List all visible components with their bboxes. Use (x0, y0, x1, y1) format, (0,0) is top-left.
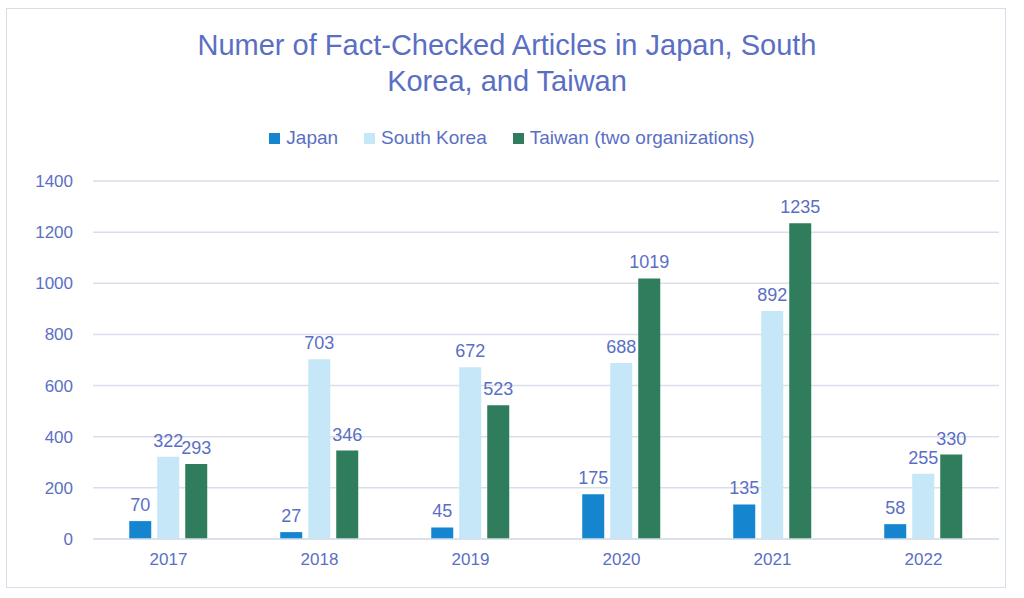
svg-text:523: 523 (483, 379, 513, 399)
svg-text:2018: 2018 (301, 550, 339, 569)
svg-text:1400: 1400 (35, 172, 73, 191)
svg-text:2020: 2020 (603, 550, 641, 569)
svg-text:1235: 1235 (780, 197, 820, 217)
svg-text:1019: 1019 (629, 252, 669, 272)
svg-text:600: 600 (45, 377, 73, 396)
html-text:Numer of Fact-Checked Articles: Numer of Fact-Checked Articles in Japan,… (197, 29, 817, 97)
svg-text:135: 135 (729, 478, 759, 498)
svg-text:322: 322 (153, 431, 183, 451)
svg-text:58: 58 (885, 498, 905, 518)
svg-text:1000: 1000 (35, 274, 73, 293)
svg-text:892: 892 (757, 285, 787, 305)
svg-text:200: 200 (45, 479, 73, 498)
svg-text:2021: 2021 (754, 550, 792, 569)
svg-text:45: 45 (432, 501, 452, 521)
svg-text:672: 672 (455, 341, 485, 361)
html-text:South Korea: South Korea (381, 127, 487, 148)
svg-text:2017: 2017 (150, 550, 188, 569)
svg-text:70: 70 (130, 495, 150, 515)
svg-text:330: 330 (936, 429, 966, 449)
svg-text:175: 175 (578, 468, 608, 488)
svg-text:688: 688 (606, 337, 636, 357)
svg-text:27: 27 (281, 506, 301, 526)
svg-text:1200: 1200 (35, 223, 73, 242)
svg-text:703: 703 (304, 333, 334, 353)
svg-text:346: 346 (332, 425, 362, 445)
svg-text:293: 293 (181, 438, 211, 458)
html-text:Japan: Japan (286, 127, 339, 148)
svg-text:0: 0 (64, 530, 73, 549)
html-text:Taiwan (two organizations): Taiwan (two organizations) (529, 127, 755, 148)
svg-text:2022: 2022 (905, 550, 943, 569)
svg-text:2019: 2019 (452, 550, 490, 569)
svg-text:255: 255 (908, 448, 938, 468)
svg-text:800: 800 (45, 325, 73, 344)
svg-text:400: 400 (45, 428, 73, 447)
